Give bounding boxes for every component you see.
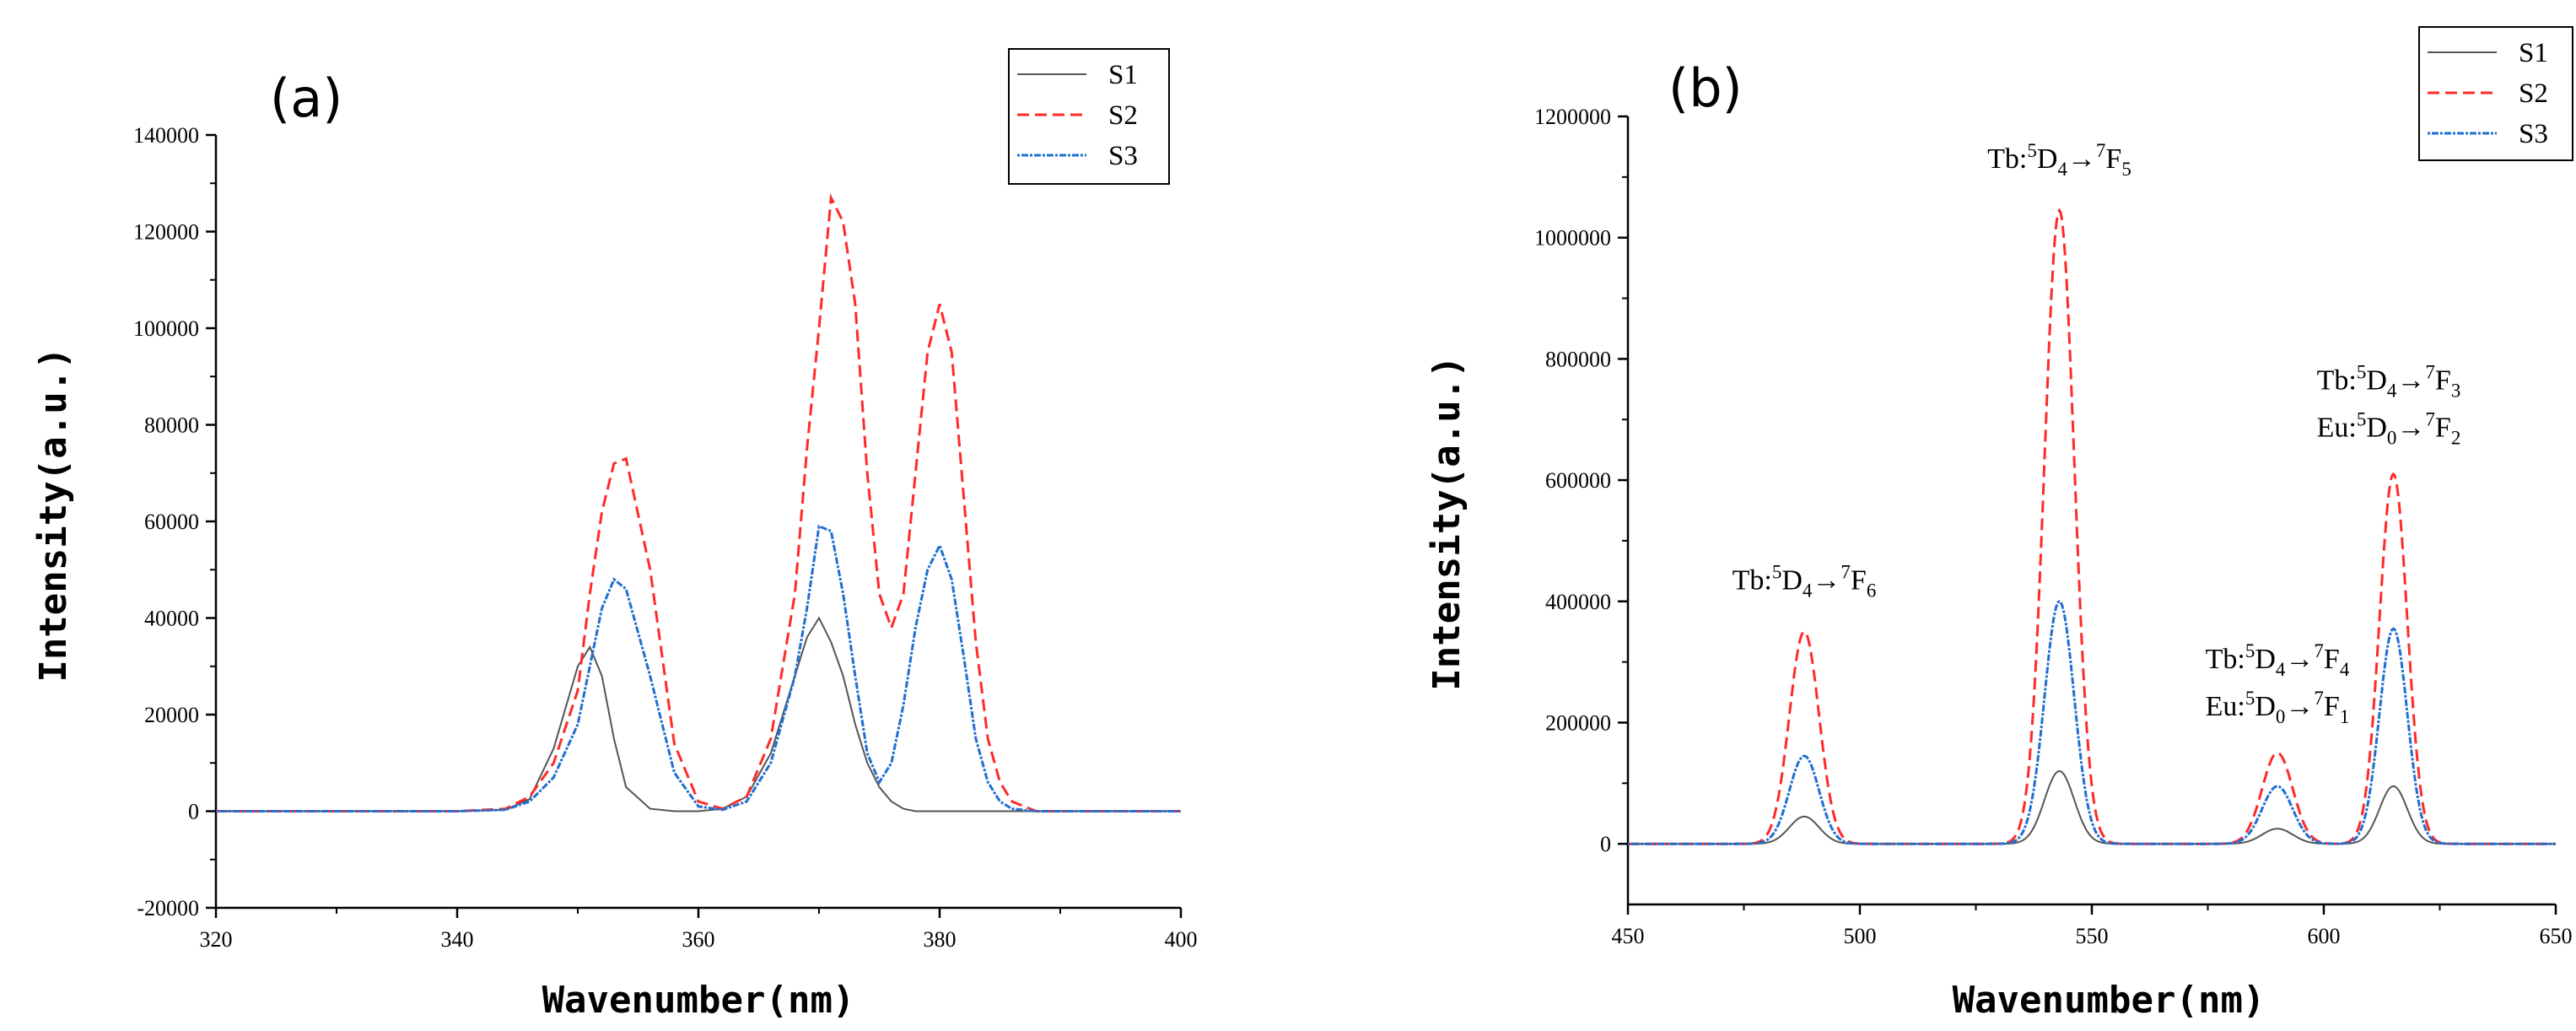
- y-tick-label: 80000: [144, 413, 199, 438]
- y-tick-label: 20000: [144, 703, 199, 727]
- y-tick-label: 400000: [1545, 590, 1611, 614]
- panel-label: (b): [1668, 57, 1743, 119]
- x-tick-label: 550: [2076, 924, 2109, 948]
- y-tick-label: 40000: [144, 607, 199, 631]
- series-line-s2: [1628, 208, 2556, 845]
- series-line-s3: [1628, 600, 2556, 845]
- x-tick-label: 380: [924, 927, 957, 952]
- panel-label: (a): [270, 67, 342, 129]
- y-tick-label: 0: [1600, 832, 1611, 856]
- peak-annotation: Eu:5​D0​→7​F2​: [2317, 408, 2461, 448]
- x-tick-label: 340: [441, 927, 474, 952]
- x-tick-label: 650: [2540, 924, 2573, 948]
- x-tick-label: 320: [200, 927, 233, 952]
- y-tick-label: 140000: [133, 123, 199, 148]
- x-tick-label: 400: [1165, 927, 1198, 952]
- series-line-s2: [216, 193, 1181, 812]
- peak-annotation: Tb:5​D4​→7​F4​: [2206, 640, 2350, 680]
- y-tick-label: -20000: [137, 896, 199, 920]
- y-tick-label: 800000: [1545, 347, 1611, 371]
- legend-box: [2418, 26, 2573, 161]
- panel-b: 450 500 550 600 650 0 200000 400000 600000 800000…: [1425, 26, 2573, 1022]
- peak-annotation: Tb:5​D4​→7​F5​: [1987, 140, 2131, 180]
- y-tick-label: 100000: [133, 316, 199, 341]
- legend-label-s3: S3: [1108, 141, 1138, 171]
- series-line-s3: [216, 524, 1181, 812]
- legend-label-s1: S1: [1108, 60, 1138, 90]
- x-tick-label: 450: [1612, 924, 1645, 948]
- x-tick-label: 500: [1844, 924, 1877, 948]
- legend-label-s1: S1: [2519, 38, 2548, 68]
- y-tick-label: 200000: [1545, 710, 1611, 735]
- y-tick-label: 1200000: [1534, 105, 1611, 129]
- panel-a: 320 340 360 380 400 -20000 0 20000 40000 60000 800…: [32, 48, 1198, 1022]
- legend-box: [1008, 48, 1170, 185]
- peak-annotation: Eu:5​D0​→7​F1​: [2206, 688, 2350, 727]
- peak-annotation: Tb:5​D4​→7​F6​: [1733, 561, 1877, 601]
- y-tick-label: 600000: [1545, 468, 1611, 493]
- legend-label-s2: S2: [1108, 100, 1138, 131]
- y-tick-label: 120000: [133, 220, 199, 245]
- x-axis-title: Wavenumber(nm): [1953, 979, 2266, 1022]
- peak-annotation: Tb:5​D4​→7​F3​: [2317, 361, 2461, 401]
- y-axis-title: Intensity(a.u.): [32, 347, 75, 682]
- legend-label-s2: S2: [2519, 78, 2548, 109]
- x-axis-title: Wavenumber(nm): [542, 979, 855, 1022]
- y-tick-label: 60000: [144, 510, 199, 534]
- y-tick-label: 0: [188, 800, 199, 824]
- y-axis-title: Intensity(a.u.): [1425, 355, 1469, 690]
- x-tick-label: 360: [682, 927, 715, 952]
- legend-label-s3: S3: [2519, 119, 2548, 149]
- series-line-s1: [1628, 769, 2556, 845]
- x-tick-label: 600: [2308, 924, 2341, 948]
- y-tick-label: 1000000: [1534, 226, 1611, 251]
